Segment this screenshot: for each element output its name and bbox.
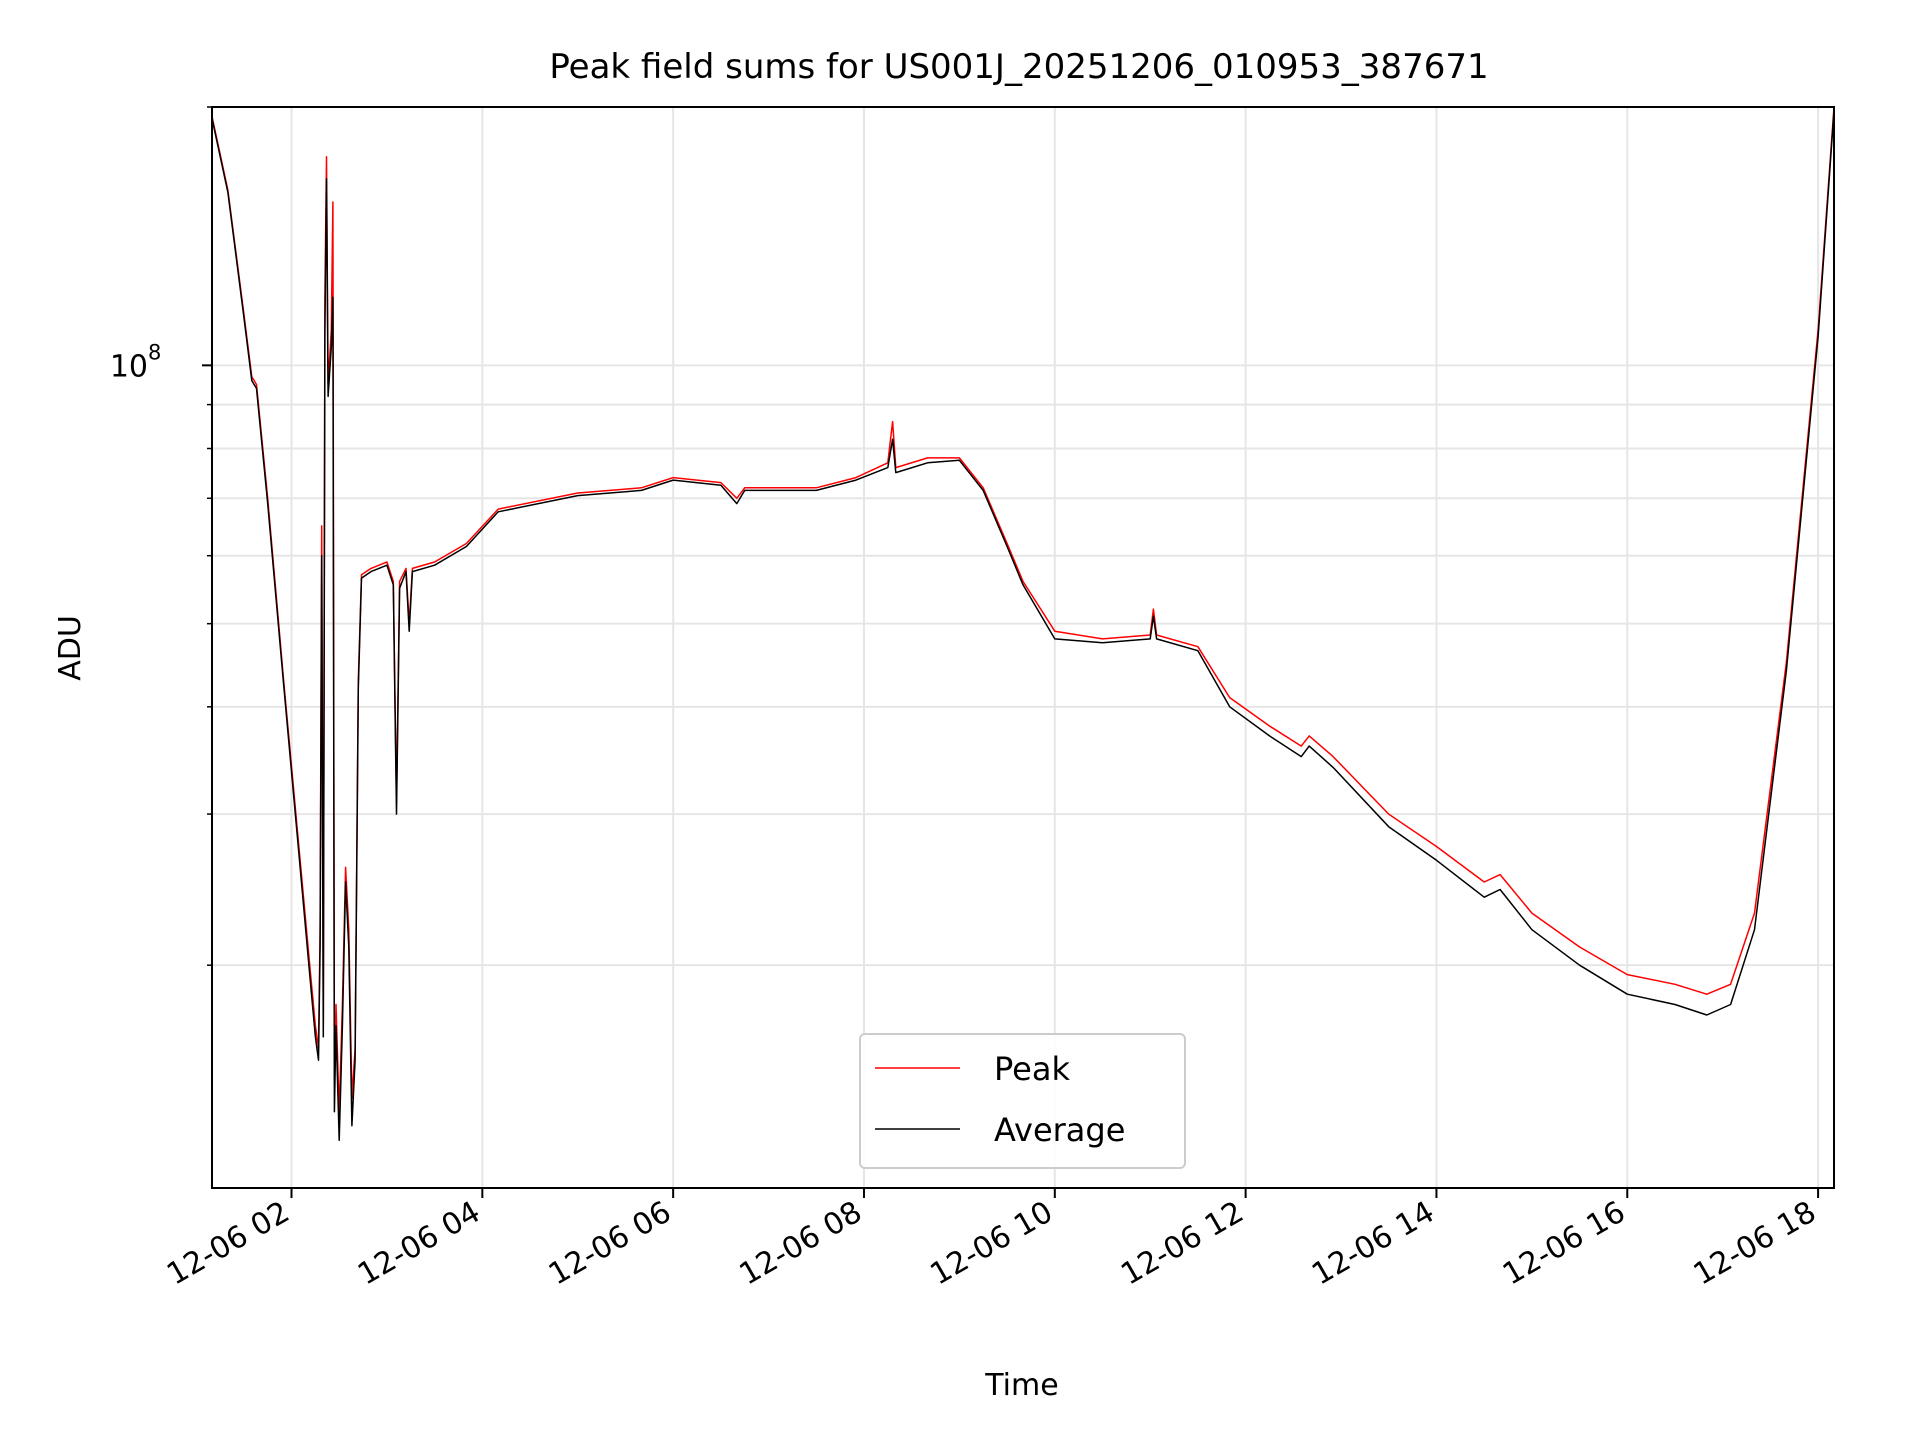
legend-label-peak: Peak <box>994 1050 1070 1088</box>
legend: Peak Average <box>859 1033 1186 1169</box>
x-axis-label: Time <box>984 1368 1058 1403</box>
legend-label-average: Average <box>994 1111 1125 1149</box>
y-tick-label-base: 10 <box>110 349 148 384</box>
y-axis-label: ADU <box>53 615 88 681</box>
y-tick-label: 10 <box>110 349 148 384</box>
plot-frame <box>211 106 1835 1189</box>
y-axis: 10 8 <box>110 106 212 966</box>
chart-title: Peak field sums for US001J_20251206_0109… <box>549 47 1488 87</box>
y-tick-label-exponent: 8 <box>148 340 161 364</box>
series-line-average <box>211 110 1835 1142</box>
plot-lines <box>211 106 1835 1142</box>
